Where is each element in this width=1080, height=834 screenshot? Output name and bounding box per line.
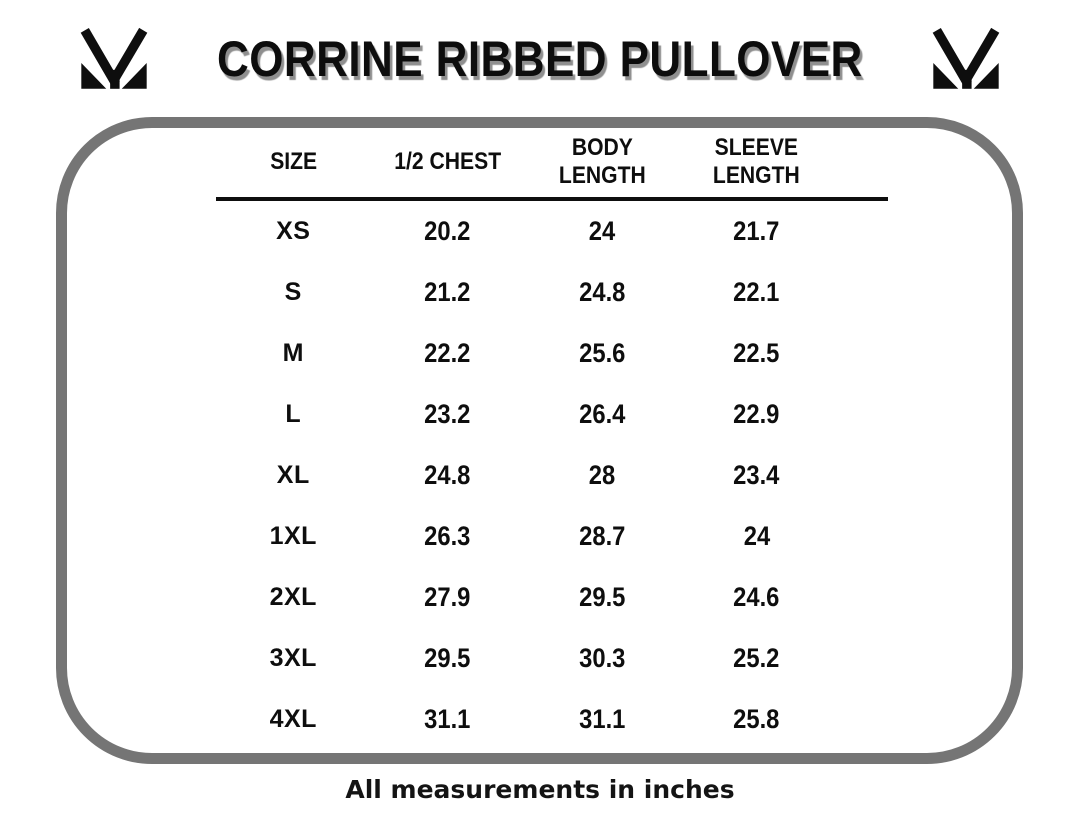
size-cell: 1XL bbox=[269, 521, 317, 550]
measurement-cell: 25.8 bbox=[733, 703, 780, 734]
size-cell: S bbox=[284, 277, 302, 306]
table-body: XS 20.2 24 21.7 S 21.2 24.8 22.1 M 22.2 25.6 22.5 L 2… bbox=[216, 201, 888, 750]
measurement-cell: 31.1 bbox=[424, 703, 471, 734]
table-header-row: SIZE 1/2 CHEST BODY LENGTH SLEEVE LENGTH bbox=[216, 134, 888, 201]
size-cell: L bbox=[285, 399, 302, 428]
measurement-cell: 22.2 bbox=[424, 337, 471, 368]
table-row: L 23.2 26.4 22.9 bbox=[216, 384, 888, 445]
measurement-cell: 30.3 bbox=[579, 642, 626, 673]
header: CORRINE RIBBED PULLOVER bbox=[0, 10, 1080, 108]
measurement-cell: 24 bbox=[589, 215, 616, 246]
column-header-half-chest: 1/2 CHEST bbox=[394, 148, 502, 176]
measurement-cell: 20.2 bbox=[424, 215, 471, 246]
size-cell: M bbox=[282, 338, 304, 367]
size-chart-panel: SIZE 1/2 CHEST BODY LENGTH SLEEVE LENGTH bbox=[56, 117, 1023, 764]
measurement-cell: 23.2 bbox=[424, 398, 471, 429]
measurement-cell: 29.5 bbox=[579, 581, 626, 612]
measurement-cell: 21.2 bbox=[424, 276, 471, 307]
measurement-cell: 24.8 bbox=[424, 459, 471, 490]
measurement-cell: 28.7 bbox=[579, 520, 626, 551]
table-row: XS 20.2 24 21.7 bbox=[216, 201, 888, 262]
measurement-cell: 29.5 bbox=[424, 642, 471, 673]
size-cell: 4XL bbox=[269, 704, 317, 733]
size-cell: 2XL bbox=[269, 582, 317, 611]
measurement-cell: 28 bbox=[589, 459, 616, 490]
measurement-cell: 24 bbox=[743, 520, 770, 551]
measurement-cell: 24.8 bbox=[579, 276, 626, 307]
measurement-cell: 22.5 bbox=[733, 337, 780, 368]
measurement-cell: 25.6 bbox=[579, 337, 626, 368]
measurement-cell: 22.9 bbox=[733, 398, 780, 429]
column-header-size: SIZE bbox=[269, 148, 317, 176]
measurement-cell: 25.2 bbox=[733, 642, 780, 673]
table-row: S 21.2 24.8 22.1 bbox=[216, 262, 888, 323]
table-row: 3XL 29.5 30.3 25.2 bbox=[216, 628, 888, 689]
table-row: XL 24.8 28 23.4 bbox=[216, 445, 888, 506]
table-row: 2XL 27.9 29.5 24.6 bbox=[216, 567, 888, 628]
measurement-cell: 26.3 bbox=[424, 520, 471, 551]
table-row: M 22.2 25.6 22.5 bbox=[216, 323, 888, 384]
brand-logo-left-icon bbox=[71, 25, 157, 101]
table-row: 4XL 31.1 31.1 25.8 bbox=[216, 689, 888, 750]
column-header-body-length: BODY LENGTH bbox=[558, 134, 646, 190]
measurement-cell: 24.6 bbox=[733, 581, 780, 612]
column-header-sleeve-length: SLEEVE LENGTH bbox=[713, 134, 801, 190]
table-row: 1XL 26.3 28.7 24 bbox=[216, 506, 888, 567]
size-cell: XL bbox=[276, 460, 310, 489]
measurement-cell: 26.4 bbox=[579, 398, 626, 429]
size-cell: XS bbox=[276, 216, 311, 245]
measurement-cell: 31.1 bbox=[579, 703, 626, 734]
measurement-cell: 23.4 bbox=[733, 459, 780, 490]
brand-logo-right-icon bbox=[923, 25, 1009, 101]
page-title: CORRINE RIBBED PULLOVER bbox=[217, 31, 863, 87]
measurement-cell: 22.1 bbox=[733, 276, 780, 307]
measurement-cell: 27.9 bbox=[424, 581, 471, 612]
size-cell: 3XL bbox=[269, 643, 317, 672]
measurement-cell: 21.7 bbox=[733, 215, 780, 246]
size-table: SIZE 1/2 CHEST BODY LENGTH SLEEVE LENGTH bbox=[216, 134, 888, 750]
measurement-note: All measurements in inches bbox=[345, 775, 735, 804]
